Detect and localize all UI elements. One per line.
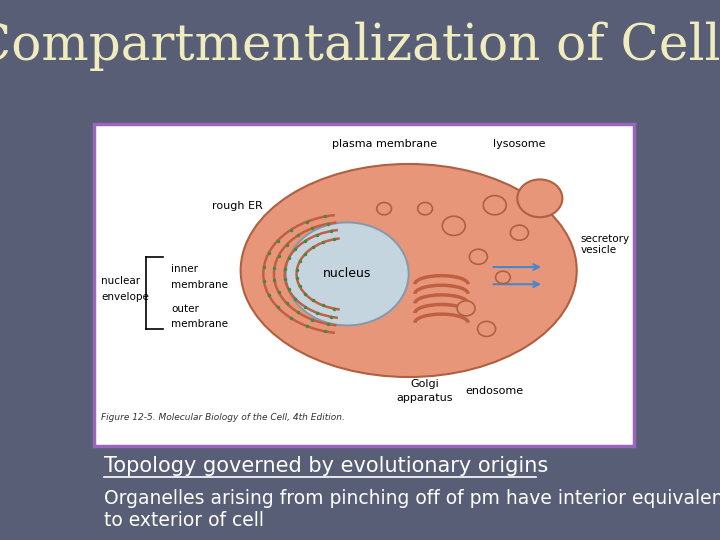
Text: endosome: endosome: [466, 386, 524, 396]
Text: Compartmentalization of Cells: Compartmentalization of Cells: [0, 21, 720, 71]
Circle shape: [457, 301, 475, 316]
Circle shape: [510, 225, 528, 240]
Circle shape: [442, 216, 465, 235]
Text: inner: inner: [171, 264, 198, 274]
Circle shape: [495, 271, 510, 284]
Circle shape: [483, 195, 506, 215]
Circle shape: [477, 321, 495, 336]
Ellipse shape: [286, 222, 409, 326]
FancyBboxPatch shape: [94, 124, 634, 446]
Text: apparatus: apparatus: [397, 393, 454, 403]
Text: membrane: membrane: [171, 280, 228, 289]
Text: Golgi: Golgi: [410, 379, 439, 389]
Text: envelope: envelope: [102, 292, 149, 302]
Circle shape: [377, 202, 392, 215]
Text: secretory
vesicle: secretory vesicle: [581, 234, 630, 255]
Text: outer: outer: [171, 303, 199, 314]
Text: Organelles arising from pinching off of pm have interior equivalent
to exterior : Organelles arising from pinching off of …: [104, 489, 720, 530]
Text: membrane: membrane: [171, 319, 228, 329]
Circle shape: [418, 202, 433, 215]
Circle shape: [469, 249, 487, 264]
Ellipse shape: [240, 164, 577, 377]
Circle shape: [517, 179, 562, 217]
Text: nucleus: nucleus: [323, 267, 372, 280]
Text: plasma membrane: plasma membrane: [331, 139, 436, 149]
Text: lysosome: lysosome: [493, 139, 546, 149]
Text: Topology governed by evolutionary origins: Topology governed by evolutionary origin…: [104, 456, 549, 476]
Text: Figure 12-5. Molecular Biology of the Cell, 4th Edition.: Figure 12-5. Molecular Biology of the Ce…: [102, 413, 345, 422]
Text: rough ER: rough ER: [212, 201, 263, 211]
Text: nuclear: nuclear: [102, 276, 140, 286]
